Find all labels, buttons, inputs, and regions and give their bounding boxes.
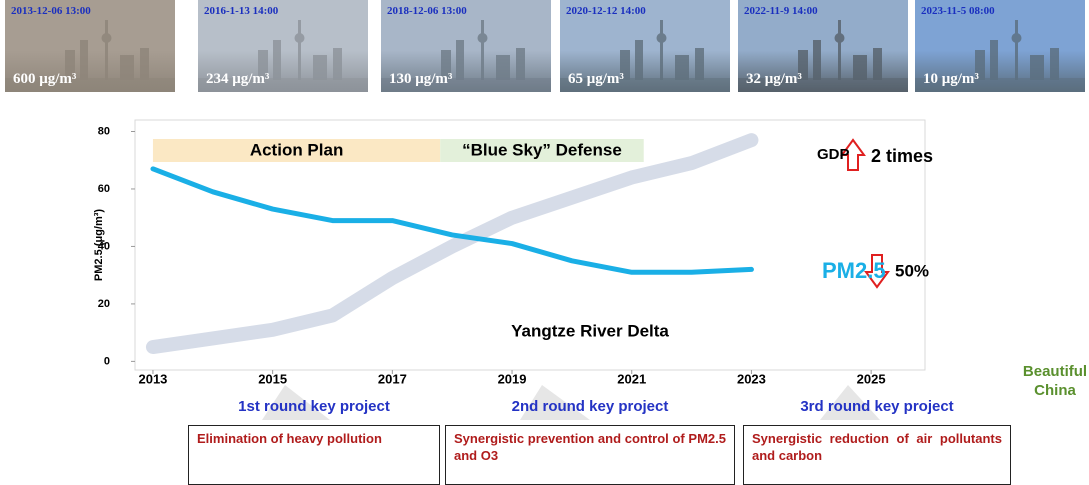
phase-label: “Blue Sky” Defense <box>462 140 622 159</box>
x-tick-label: 2015 <box>258 371 287 386</box>
x-tick-label: 2013 <box>138 371 167 386</box>
x-tick-label: 2017 <box>378 371 407 386</box>
pm25-change: 50% <box>895 261 929 280</box>
series-line <box>153 140 751 347</box>
series-label: GDP <box>817 146 850 163</box>
y-tick-label: 40 <box>98 240 110 252</box>
goal-label: Beautiful China <box>1020 362 1089 400</box>
region-label: Yangtze River Delta <box>511 321 669 340</box>
project-title: 3rd round key project <box>743 398 1011 415</box>
project-title: 1st round key project <box>188 398 440 415</box>
y-tick-label: 60 <box>98 183 110 195</box>
x-tick-label: 2025 <box>857 371 886 386</box>
x-tick-label: 2023 <box>737 371 766 386</box>
gdp-change: 2 times <box>871 146 933 166</box>
project-title: 2nd round key project <box>445 398 735 415</box>
project-description: Elimination of heavy pollution <box>188 425 440 485</box>
series-label: PM2.5 <box>822 258 886 283</box>
y-tick-label: 20 <box>98 298 110 310</box>
y-tick-label: 80 <box>98 125 110 137</box>
project-description: Synergistic prevention and control of PM… <box>445 425 735 485</box>
phase-label: Action Plan <box>250 140 344 159</box>
y-tick-label: 0 <box>104 355 110 367</box>
project-description: Synergistic reduction of air pollutants … <box>743 425 1011 485</box>
x-tick-label: 2019 <box>498 371 527 386</box>
x-tick-label: 2021 <box>617 371 646 386</box>
series-line <box>153 169 751 272</box>
